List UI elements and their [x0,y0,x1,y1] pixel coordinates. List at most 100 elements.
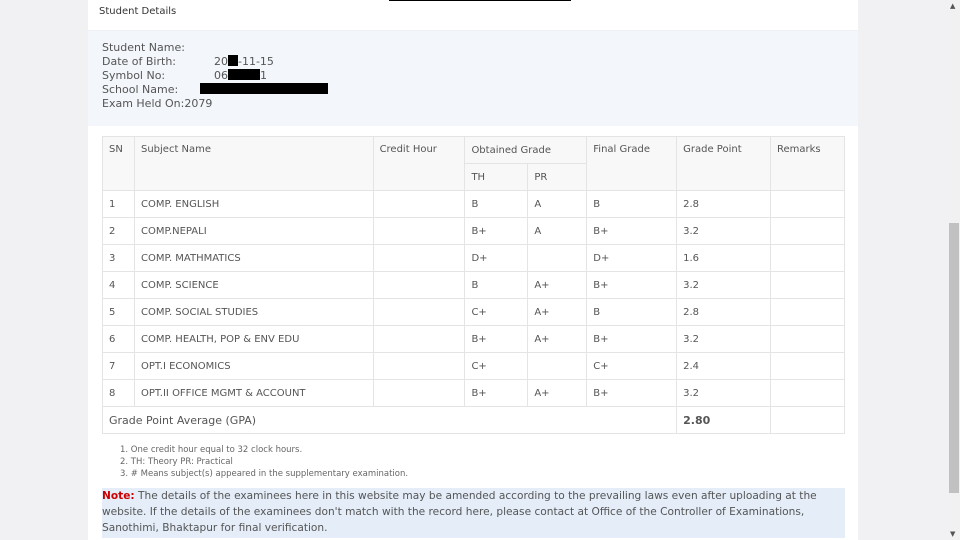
cell-pr: A [527,190,588,218]
cell-remarks [770,352,845,380]
cell-remarks [770,298,845,326]
cell-credit [372,298,466,326]
cell-final: D+ [586,244,678,272]
cell-final: B+ [586,271,678,299]
header-final: Final Grade [586,136,678,191]
cell-th: B+ [464,217,529,245]
scrollbar-thumb[interactable] [949,223,959,493]
cell-pr: A+ [527,298,588,326]
cell-th: C+ [464,298,529,326]
cell-sn: 4 [102,271,135,299]
dob-row: Date of Birth: 20 -11-15 [102,55,274,68]
symbol-value: 06 1 [214,69,267,82]
cell-subject: OPT.II OFFICE MGMT & ACCOUNT [133,379,374,407]
header-sn: SN [102,136,135,191]
cell-subject: COMP. SOCIAL STUDIES [133,298,374,326]
table-row: 6 COMP. HEALTH, POP & ENV EDU B+ A+ B+ 3.2 [102,325,845,353]
cell-pr [527,352,588,380]
cell-pr: A [527,217,588,245]
table-row: 4 COMP. SCIENCE B A+ B+ 3.2 [102,271,845,299]
cell-credit [372,325,466,353]
note-label: Note: [102,490,135,502]
cell-gp: 3.2 [676,325,771,353]
cell-subject: COMP.NEPALI [133,217,374,245]
footnote: 3. # Means subject(s) appeared in the su… [120,469,409,479]
school-value [200,83,328,97]
cell-th: D+ [464,244,529,272]
header-th: TH [464,163,529,191]
header-subject: Subject Name [133,136,374,191]
cell-final: B+ [586,217,678,245]
cell-th: C+ [464,352,529,380]
dob-value: 20 -11-15 [214,55,274,68]
redacted-bar [389,0,571,1]
header-pr: PR [527,163,588,191]
student-details: Student Name: Date of Birth: 20 -11-15 Sym… [88,30,858,126]
cell-subject: COMP. MATHMATICS [133,244,374,272]
cell-credit [372,379,466,407]
note-box: Note: The details of the examinees here … [102,488,845,538]
cell-credit [372,352,466,380]
table-row: 5 COMP. SOCIAL STUDIES C+ A+ B 2.8 [102,298,845,326]
section-title: Student Details [99,6,177,17]
grade-table: SN Subject Name Credit Hour Obtained Gra… [101,136,845,434]
cell-final: B [586,298,678,326]
footnotes: 1. One credit hour equal to 32 clock hou… [120,444,408,480]
cell-credit [372,271,466,299]
scroll-down-icon[interactable]: ▼ [950,530,956,538]
cell-pr [527,244,588,272]
header-grade-point: Grade Point [676,136,771,191]
table-row: 8 OPT.II OFFICE MGMT & ACCOUNT B+ A+ B+ 3.2 [102,379,845,407]
cell-th: B+ [464,325,529,353]
cell-remarks [770,379,845,407]
note-text: The details of the examinees here in thi… [102,490,817,534]
gpa-row: Grade Point Average (GPA) 2.80 [101,406,845,434]
cell-remarks [770,271,845,299]
cell-credit [372,217,466,245]
redaction [228,55,238,66]
cell-final: B+ [586,325,678,353]
cell-final: B [586,190,678,218]
cell-gp: 3.2 [676,217,771,245]
cell-sn: 6 [102,325,135,353]
cell-th: B+ [464,379,529,407]
cell-pr: A+ [527,325,588,353]
cell-gp: 1.6 [676,244,771,272]
cell-gp: 2.4 [676,352,771,380]
cell-gp: 3.2 [676,271,771,299]
cell-sn: 1 [102,190,135,218]
gpa-label: Grade Point Average (GPA) [101,406,678,434]
cell-gp: 2.8 [676,298,771,326]
symbol-row: Symbol No: 06 1 [102,69,267,82]
gpa-value: 2.80 [676,406,771,434]
cell-credit [372,244,466,272]
table-row: 2 COMP.NEPALI B+ A B+ 3.2 [102,217,845,245]
cell-sn: 3 [102,244,135,272]
cell-final: C+ [586,352,678,380]
cell-remarks [770,325,845,353]
result-card: Student Details Student Name: Date of Bi… [88,0,858,540]
cell-remarks [770,217,845,245]
cell-gp: 2.8 [676,190,771,218]
cell-sn: 2 [102,217,135,245]
cell-gp: 3.2 [676,379,771,407]
header-remarks: Remarks [770,136,845,191]
table-row: 3 COMP. MATHMATICS D+ D+ 1.6 [102,244,845,272]
cell-th: B [464,190,529,218]
cell-subject: COMP. ENGLISH [133,190,374,218]
cell-remarks [770,190,845,218]
header-credit: Credit Hour [372,136,466,191]
cell-remarks [770,244,845,272]
cell-sn: 5 [102,298,135,326]
redaction [228,69,260,80]
cell-pr: A+ [527,379,588,407]
scrollbar[interactable]: ▲ ▼ [947,0,960,540]
cell-subject: OPT.I ECONOMICS [133,352,374,380]
cell-sn: 8 [102,379,135,407]
exam-row: Exam Held On:2079 [102,97,213,110]
cell-sn: 7 [102,352,135,380]
cell-subject: COMP. HEALTH, POP & ENV EDU [133,325,374,353]
cell-pr: A+ [527,271,588,299]
scroll-up-icon[interactable]: ▲ [950,2,956,10]
cell-final: B+ [586,379,678,407]
